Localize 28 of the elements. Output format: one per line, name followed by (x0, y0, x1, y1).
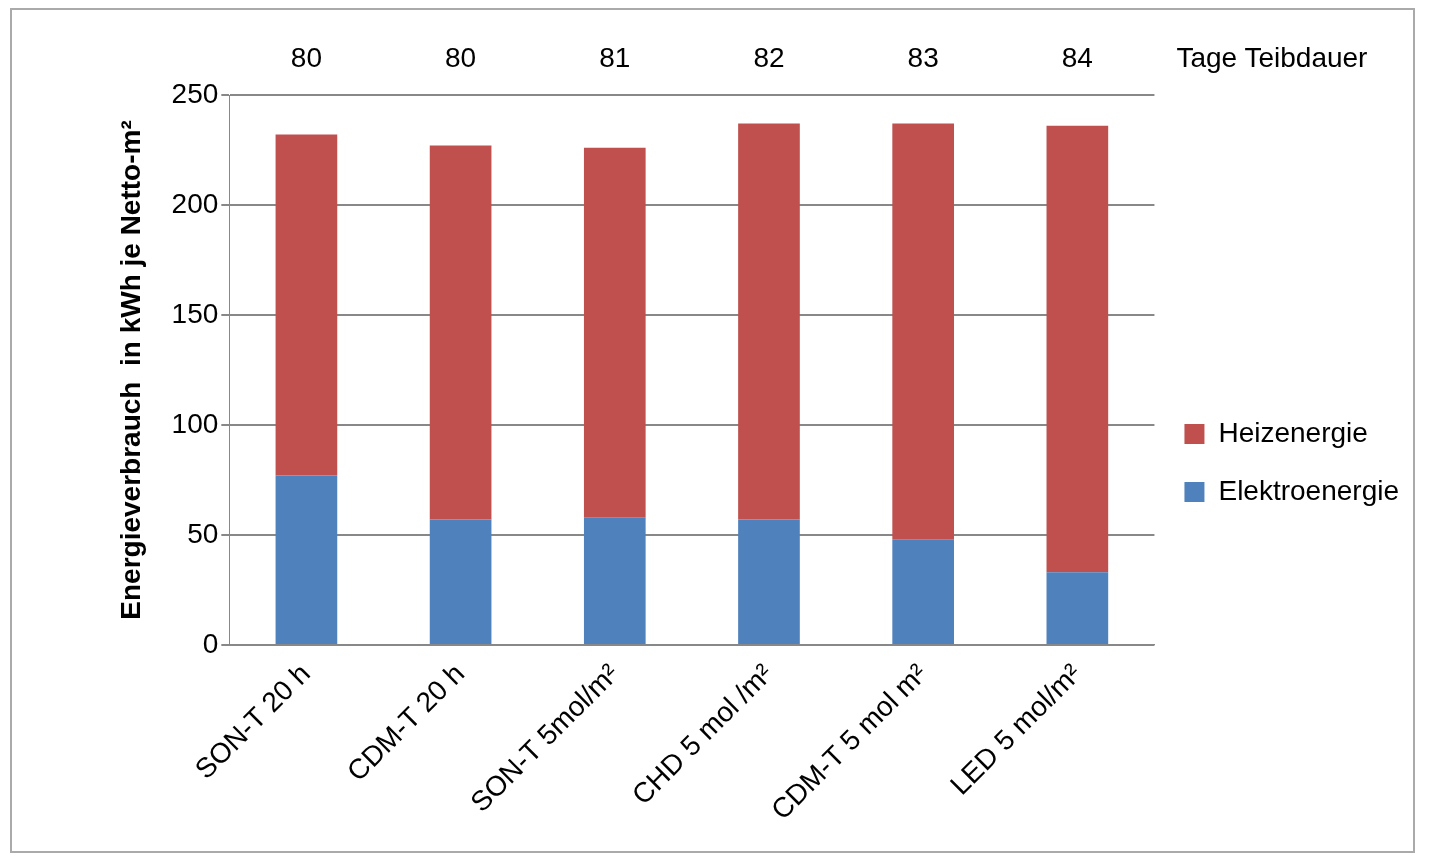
y-tick-label: 100 (171, 407, 219, 439)
bar (738, 519, 800, 644)
y-tick-label: 50 (187, 517, 219, 549)
bar (429, 145, 492, 520)
text: Tage Teibdauer (1176, 41, 1368, 73)
bar (1046, 572, 1109, 644)
y-tick-label: 150 (171, 297, 219, 329)
text: 83 (907, 41, 939, 73)
y-tick-label: 200 (171, 187, 219, 219)
text: 81 (599, 41, 631, 73)
y-axis-title: Energieverbrauch in kWh je Netto-m² (114, 120, 146, 620)
text: 80 (290, 41, 322, 73)
text: 80 (445, 41, 477, 73)
y-tick-label: 0 (202, 627, 219, 659)
text: 84 (1061, 41, 1093, 73)
bar (583, 517, 646, 644)
bar (275, 475, 338, 644)
y-tick-label: 250 (171, 77, 219, 109)
bar (583, 147, 646, 518)
bar (738, 123, 800, 520)
bar (892, 123, 954, 540)
legend-label: Heizenergie (1218, 416, 1368, 448)
bar (892, 539, 954, 644)
bar (1046, 125, 1109, 573)
legend-label: Elektroenergie (1218, 474, 1400, 506)
bar (429, 519, 492, 644)
bar (275, 134, 338, 476)
text: 82 (753, 41, 785, 73)
